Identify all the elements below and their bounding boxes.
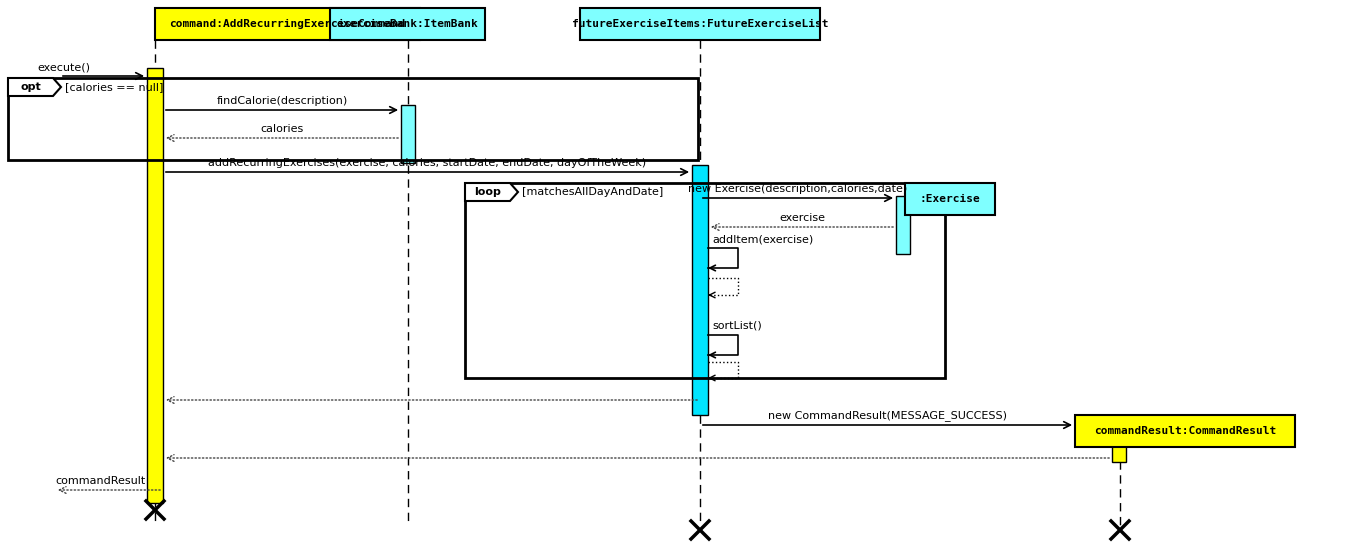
Bar	[465, 183, 944, 378]
Text: loop: loop	[474, 187, 501, 197]
Text: execute(): execute()	[37, 62, 90, 72]
Polygon shape	[465, 183, 518, 201]
Bar	[905, 183, 995, 215]
Text: exerciseBank:ItemBank: exerciseBank:ItemBank	[337, 19, 479, 29]
Bar	[579, 8, 820, 40]
Bar	[692, 165, 708, 415]
Bar	[155, 8, 421, 40]
Bar	[8, 78, 697, 160]
Text: calories: calories	[261, 124, 304, 134]
Text: futureExerciseItems:FutureExerciseList: futureExerciseItems:FutureExerciseList	[571, 19, 828, 29]
Text: commandResult:CommandResult: commandResult:CommandResult	[1094, 426, 1276, 436]
Text: opt: opt	[20, 82, 41, 92]
Text: new CommandResult(MESSAGE_SUCCESS): new CommandResult(MESSAGE_SUCCESS)	[768, 410, 1007, 421]
Text: addItem(exercise): addItem(exercise)	[712, 234, 813, 244]
Text: new Exercise(description,calories,date): new Exercise(description,calories,date)	[688, 184, 908, 194]
Text: addRecurringExercises(exercise, calories, startDate, endDate, dayOfTheWeek): addRecurringExercises(exercise, calories…	[208, 158, 646, 168]
Text: [calories == null]: [calories == null]	[65, 82, 163, 92]
Bar	[1075, 415, 1295, 447]
Text: exercise: exercise	[779, 213, 825, 223]
Polygon shape	[8, 78, 61, 96]
Bar	[330, 8, 484, 40]
Text: sortList(): sortList()	[712, 321, 761, 331]
Bar	[896, 196, 911, 254]
Text: :Exercise: :Exercise	[920, 194, 980, 204]
Text: findCalorie(description): findCalorie(description)	[216, 96, 347, 106]
Text: command:AddRecurringExerciseCommand: command:AddRecurringExerciseCommand	[170, 19, 406, 29]
Text: commandResult: commandResult	[54, 476, 145, 486]
Bar	[402, 105, 415, 163]
Text: [matchesAllDayAndDate]: [matchesAllDayAndDate]	[522, 187, 664, 197]
Bar	[1111, 427, 1126, 462]
Bar	[147, 68, 163, 503]
